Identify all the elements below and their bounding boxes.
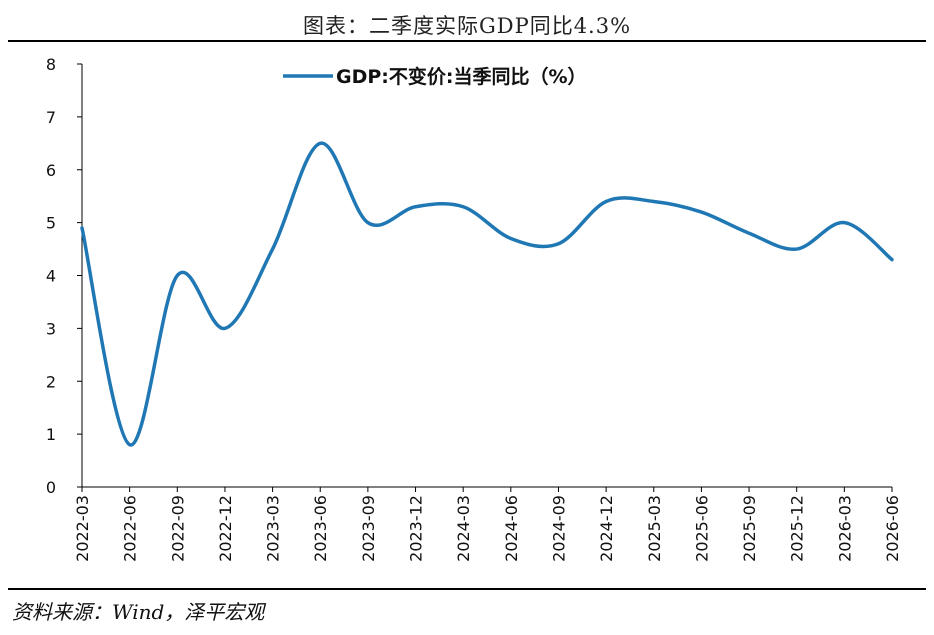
- y-tick-label: 8: [46, 55, 56, 74]
- axes: [81, 64, 892, 488]
- x-tick-label: 2022-06: [121, 495, 140, 562]
- x-tick-label: 2022-12: [216, 495, 235, 562]
- x-tick-label: 2024-09: [549, 495, 568, 562]
- series-line-gdp: [80, 141, 894, 447]
- x-tick-label: 2025-09: [740, 495, 759, 562]
- x-tick-label: 2022-03: [73, 495, 92, 562]
- x-tick-label: 2025-03: [645, 495, 664, 562]
- y-axis-ticks: 0 1 2 3 4 5 6 7 8: [46, 55, 82, 497]
- x-tick-label: 2023-09: [359, 495, 378, 562]
- x-axis-ticks: 2022-03 2022-06 2022-09 2022-12 2023-03 2023-…: [73, 487, 902, 562]
- chart-title: 图表：二季度实际GDP同比4.3%: [302, 14, 632, 38]
- y-tick-label: 2: [46, 372, 56, 391]
- x-tick-label: 2023-06: [311, 495, 330, 562]
- y-tick-label: 4: [46, 267, 56, 286]
- y-tick-label: 3: [46, 319, 56, 338]
- source-note: 资料来源：Wind，泽平宏观: [12, 600, 265, 624]
- legend: GDP:不变价:当季同比（%）: [283, 65, 587, 88]
- x-tick-label: 2024-03: [454, 495, 473, 562]
- y-tick-label: 0: [46, 478, 56, 497]
- series-group: [80, 141, 894, 447]
- top-rule: [8, 40, 926, 42]
- x-tick-label: 2026-06: [883, 495, 902, 562]
- x-tick-label: 2022-09: [168, 495, 187, 562]
- x-tick-label: 2026-03: [835, 495, 854, 562]
- x-tick-label: 2024-12: [597, 495, 616, 562]
- y-tick-label: 7: [46, 108, 56, 127]
- x-tick-label: 2023-12: [407, 495, 426, 562]
- y-tick-label: 1: [46, 425, 56, 444]
- x-tick-label: 2023-03: [264, 495, 283, 562]
- x-tick-label: 2025-06: [692, 495, 711, 562]
- x-tick-label: 2025-12: [788, 495, 807, 562]
- legend-label: GDP:不变价:当季同比（%）: [336, 65, 587, 88]
- bottom-rule: [8, 588, 926, 590]
- y-tick-label: 6: [46, 161, 56, 180]
- y-tick-label: 5: [46, 214, 56, 233]
- x-tick-label: 2024-06: [502, 495, 521, 562]
